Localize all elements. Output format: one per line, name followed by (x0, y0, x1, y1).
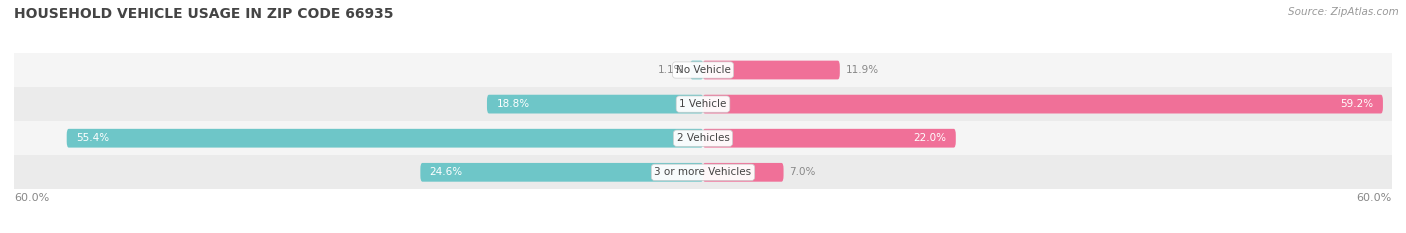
FancyBboxPatch shape (703, 163, 783, 182)
Text: No Vehicle: No Vehicle (675, 65, 731, 75)
Bar (14, 53, 1392, 87)
Text: 1 Vehicle: 1 Vehicle (679, 99, 727, 109)
Text: 60.0%: 60.0% (14, 193, 49, 203)
FancyBboxPatch shape (690, 61, 703, 79)
Text: 7.0%: 7.0% (789, 167, 815, 177)
FancyBboxPatch shape (703, 61, 839, 79)
Text: 11.9%: 11.9% (845, 65, 879, 75)
Text: 22.0%: 22.0% (914, 133, 946, 143)
Text: 18.8%: 18.8% (496, 99, 530, 109)
Text: 3 or more Vehicles: 3 or more Vehicles (654, 167, 752, 177)
Text: 59.2%: 59.2% (1340, 99, 1374, 109)
Text: 2 Vehicles: 2 Vehicles (676, 133, 730, 143)
Text: Source: ZipAtlas.com: Source: ZipAtlas.com (1288, 7, 1399, 17)
Text: 60.0%: 60.0% (1357, 193, 1392, 203)
Bar (14, 87, 1392, 121)
FancyBboxPatch shape (420, 163, 703, 182)
FancyBboxPatch shape (703, 129, 956, 147)
Text: 55.4%: 55.4% (76, 133, 110, 143)
Bar (14, 121, 1392, 155)
Text: 1.1%: 1.1% (658, 65, 685, 75)
FancyBboxPatch shape (703, 95, 1384, 113)
Text: HOUSEHOLD VEHICLE USAGE IN ZIP CODE 66935: HOUSEHOLD VEHICLE USAGE IN ZIP CODE 6693… (14, 7, 394, 21)
Bar (14, 155, 1392, 189)
FancyBboxPatch shape (486, 95, 703, 113)
FancyBboxPatch shape (66, 129, 703, 147)
Text: 24.6%: 24.6% (430, 167, 463, 177)
